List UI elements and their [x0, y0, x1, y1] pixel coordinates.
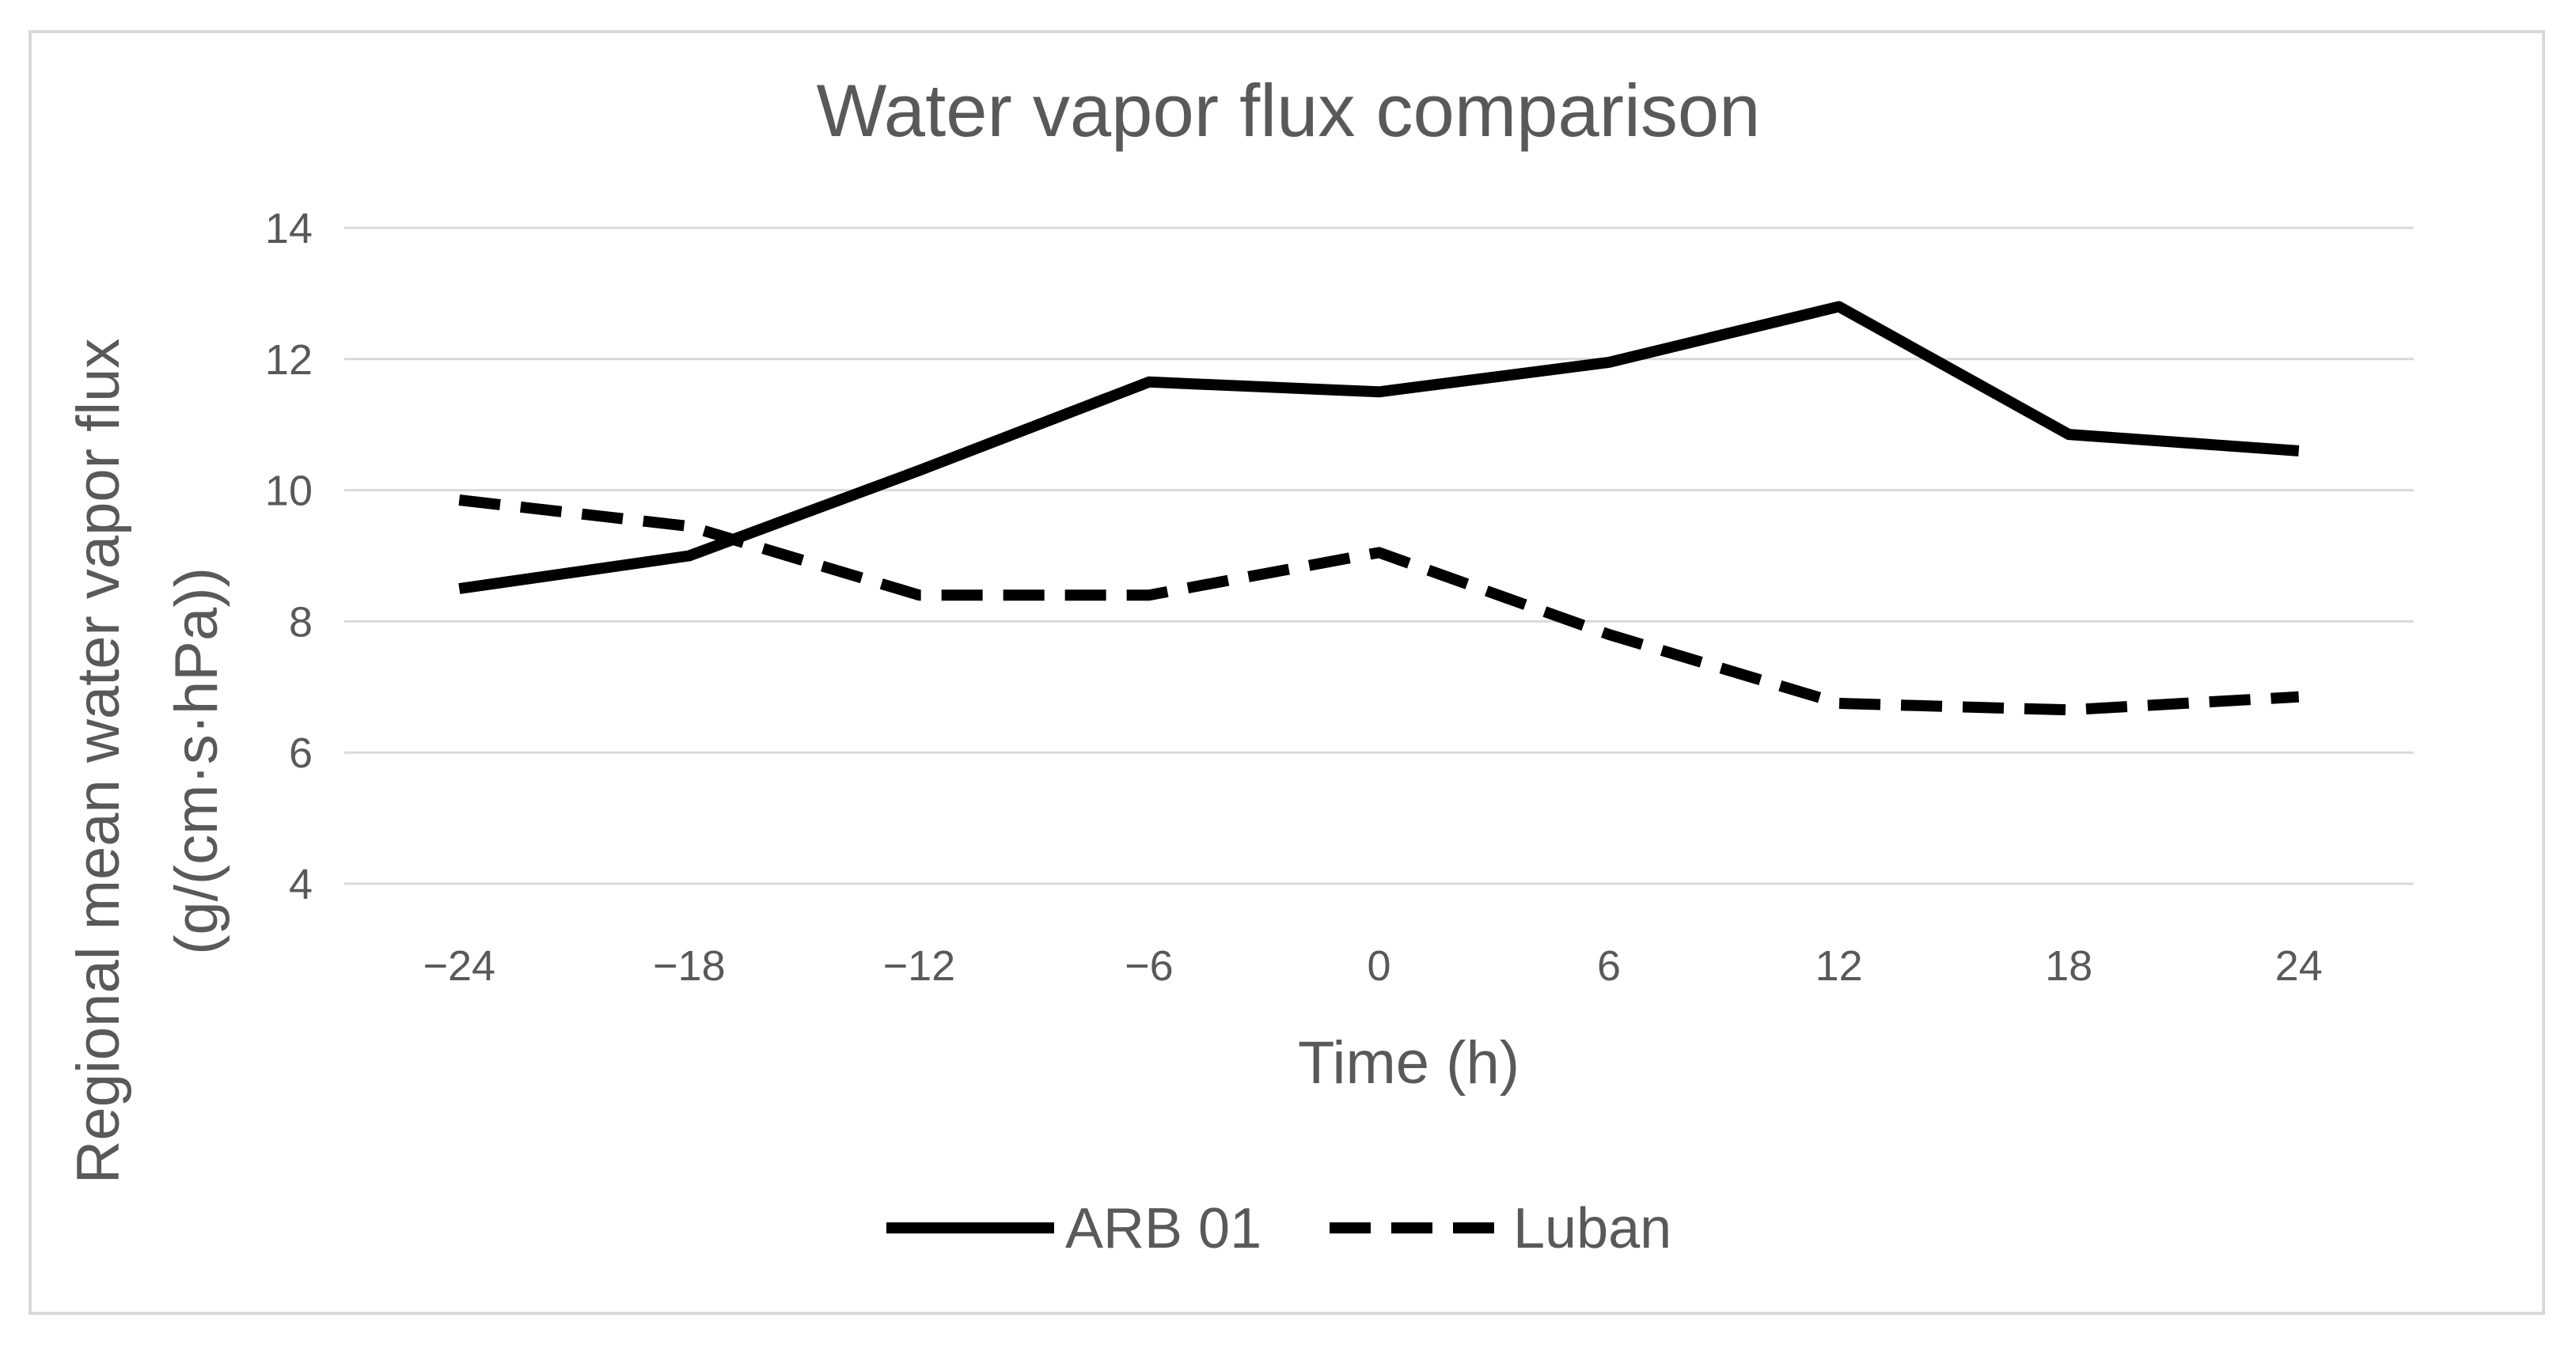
- series-line-luban: [458, 494, 2300, 716]
- x-tick-label: −12: [883, 942, 956, 990]
- legend-label-luban: Luban: [1513, 1197, 1671, 1260]
- chart-frame: Water vapor flux comparison 4 6 8 10 12 14 −2…: [28, 30, 2545, 1315]
- x-axis-ticks: −24 −18 −12 −6 0 6 12 18 24: [423, 942, 2322, 990]
- y-axis-title-line-2: (g/(cm·s·hPa)): [163, 567, 230, 955]
- x-tick-label: 6: [1597, 942, 1621, 990]
- y-tick-label: 4: [289, 861, 313, 908]
- x-tick-label: 12: [1815, 942, 1863, 990]
- chart-title: Water vapor flux comparison: [817, 69, 1761, 152]
- y-tick-label: 14: [265, 205, 313, 252]
- y-tick-label: 6: [289, 729, 313, 777]
- legend-item-luban: Luban: [1330, 1197, 1671, 1260]
- line-chart: Water vapor flux comparison 4 6 8 10 12 14 −2…: [65, 69, 2414, 1260]
- x-tick-label: −18: [653, 942, 726, 990]
- x-tick-label: 24: [2275, 942, 2323, 990]
- x-tick-label: 18: [2045, 942, 2092, 990]
- legend-label-arb01: ARB 01: [1065, 1197, 1261, 1260]
- y-tick-label: 12: [265, 336, 313, 384]
- series-layer: [458, 301, 2300, 716]
- gridlines: [344, 226, 2414, 885]
- y-axis-ticks: 4 6 8 10 12 14: [265, 205, 313, 908]
- x-axis-title: Time (h): [1298, 1029, 1519, 1097]
- y-tick-label: 8: [289, 598, 313, 646]
- x-tick-label: −6: [1125, 942, 1174, 990]
- y-axis-title: Regional mean water vapor flux (g/(cm·s·…: [65, 339, 230, 1184]
- y-axis-title-line-1: Regional mean water vapor flux: [65, 339, 132, 1184]
- x-tick-label: −24: [423, 942, 495, 990]
- y-tick-label: 10: [265, 468, 313, 515]
- x-tick-label: 0: [1367, 942, 1390, 990]
- series-line-arb01: [458, 301, 2300, 594]
- legend: ARB 01 Luban: [886, 1197, 1671, 1260]
- legend-item-arb01: ARB 01: [886, 1197, 1261, 1260]
